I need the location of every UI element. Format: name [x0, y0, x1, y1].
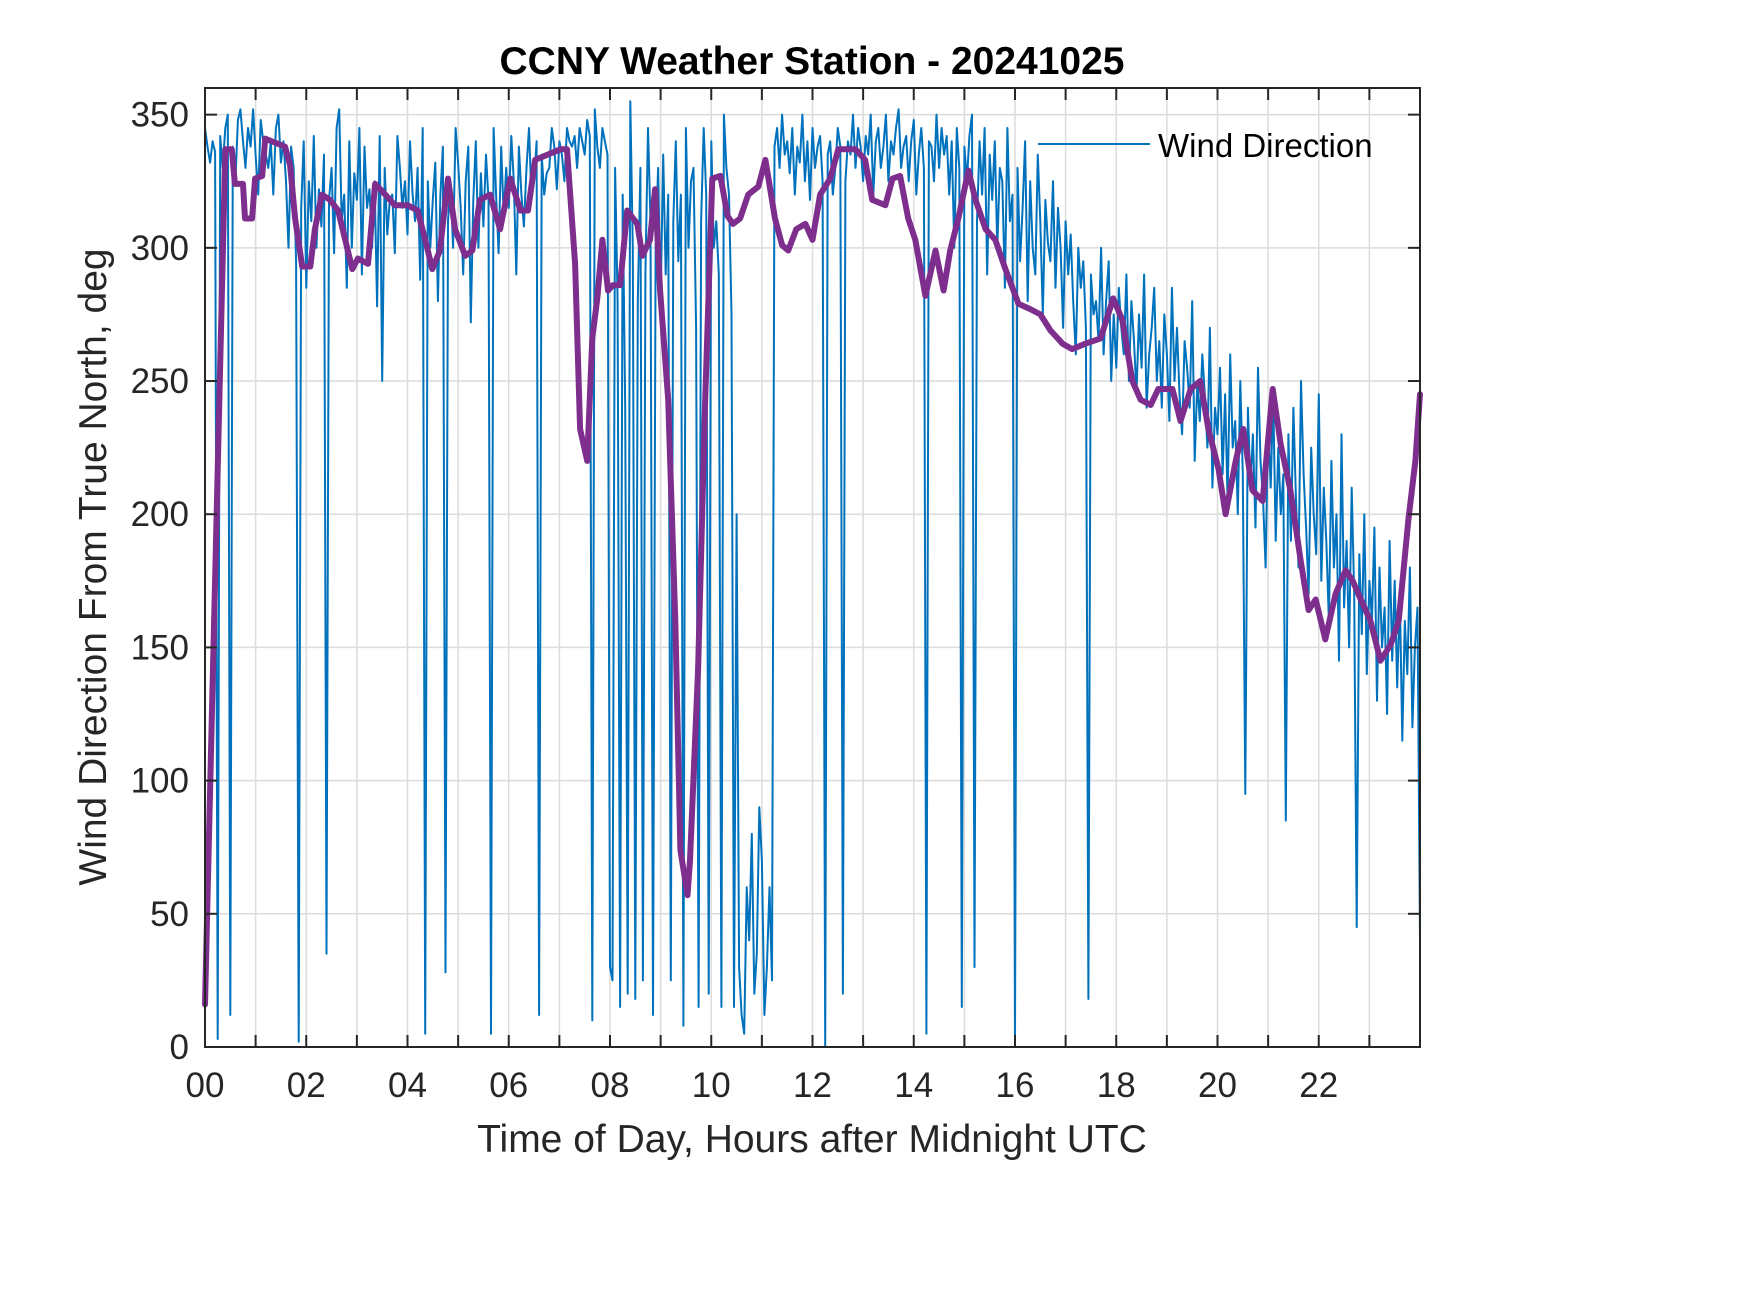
series-layer [202, 100, 1423, 1048]
tick-labels: 00 02 04 06 08 10 12 14 16 18 20 22 0 50 100 150 200 250 3… [131, 96, 1339, 1105]
legend: Wind Direction [1038, 127, 1373, 164]
y-axis-label: Wind Direction From True North, deg [72, 248, 115, 885]
x-tick-label: 20 [1198, 1066, 1237, 1105]
series-line-smoothed [202, 135, 1423, 1008]
x-tick-label: 18 [1097, 1066, 1136, 1105]
x-tick-label: 00 [186, 1066, 225, 1105]
y-tick-label: 300 [131, 229, 189, 268]
y-tick-label: 50 [150, 895, 189, 934]
ticks [204, 88, 1421, 1048]
y-tick-label: 100 [131, 762, 189, 801]
y-tick-label: 150 [131, 628, 189, 667]
x-axis-label: Time of Day, Hours after Midnight UTC [477, 1118, 1147, 1161]
y-tick-label: 250 [131, 362, 189, 401]
y-tick-label: 350 [131, 96, 189, 135]
y-tick-label: 0 [170, 1028, 189, 1067]
x-tick-label: 08 [591, 1066, 630, 1105]
x-tick-label: 10 [692, 1066, 731, 1105]
x-tick-label: 22 [1299, 1066, 1338, 1105]
x-tick-label: 04 [388, 1066, 427, 1105]
x-tick-label: 02 [287, 1066, 326, 1105]
x-tick-label: 14 [894, 1066, 933, 1105]
y-tick-label: 200 [131, 495, 189, 534]
x-tick-label: 12 [793, 1066, 832, 1105]
x-tick-label: 16 [996, 1066, 1035, 1105]
x-tick-label: 06 [489, 1066, 528, 1105]
legend-label-wind-direction: Wind Direction [1158, 127, 1373, 164]
series-line-wind-direction [204, 100, 1421, 1048]
chart-title: CCNY Weather Station - 20241025 [500, 40, 1125, 83]
